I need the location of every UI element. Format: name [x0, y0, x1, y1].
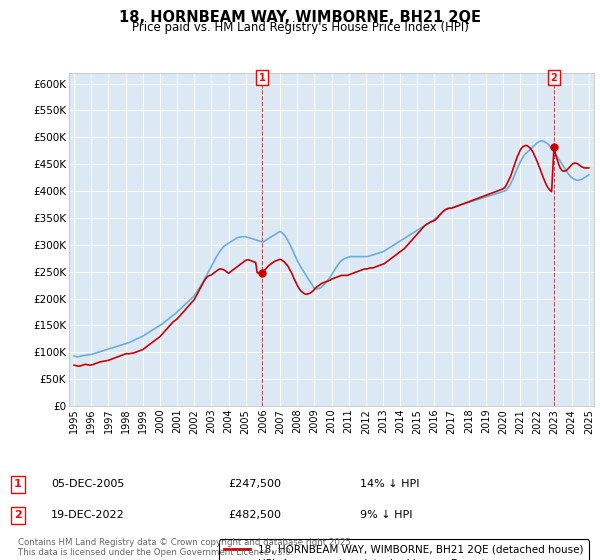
Text: 14% ↓ HPI: 14% ↓ HPI: [360, 479, 419, 489]
Text: 2: 2: [551, 73, 557, 83]
Text: 1: 1: [14, 479, 22, 489]
Text: Price paid vs. HM Land Registry's House Price Index (HPI): Price paid vs. HM Land Registry's House …: [131, 21, 469, 34]
Text: 1: 1: [259, 73, 266, 83]
Text: 05-DEC-2005: 05-DEC-2005: [51, 479, 124, 489]
Text: £482,500: £482,500: [228, 510, 281, 520]
Text: Contains HM Land Registry data © Crown copyright and database right 2025.
This d: Contains HM Land Registry data © Crown c…: [18, 538, 353, 557]
Text: 2: 2: [14, 510, 22, 520]
Text: 18, HORNBEAM WAY, WIMBORNE, BH21 2QE: 18, HORNBEAM WAY, WIMBORNE, BH21 2QE: [119, 10, 481, 25]
Legend: 18, HORNBEAM WAY, WIMBORNE, BH21 2QE (detached house), HPI: Average price, detac: 18, HORNBEAM WAY, WIMBORNE, BH21 2QE (de…: [218, 539, 589, 560]
Text: 9% ↓ HPI: 9% ↓ HPI: [360, 510, 413, 520]
Text: £247,500: £247,500: [228, 479, 281, 489]
Text: 19-DEC-2022: 19-DEC-2022: [51, 510, 125, 520]
